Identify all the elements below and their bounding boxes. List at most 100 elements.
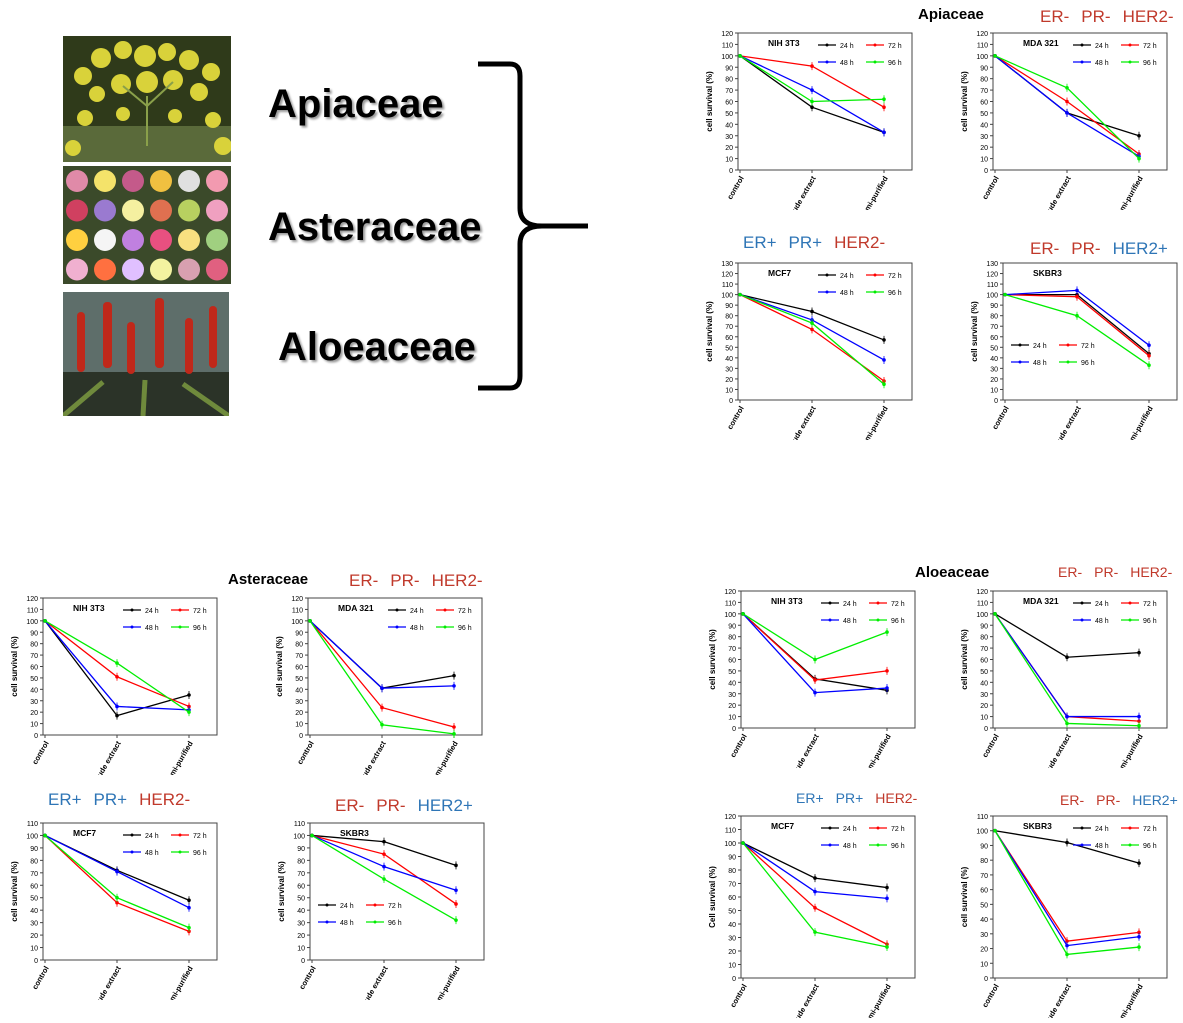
y-tick-label: 120 [976,589,988,596]
y-tick-label: 70 [30,871,38,878]
x-tick-label: semi-purified [428,739,460,775]
legend-marker [873,290,877,294]
y-tick-label: 40 [728,680,736,687]
y-tick-label: 20 [725,377,733,384]
series-line [994,830,1140,956]
legend-label: 48 h [340,920,354,927]
y-tick-label: 110 [27,607,38,614]
x-tick-label: crude extract [358,964,390,1000]
receptor-status-text: HER2- [1122,7,1174,26]
y-tick-label: 30 [980,932,988,939]
y-tick-label: 80 [295,642,303,649]
y-tick-label: 110 [977,600,988,607]
x-tick-label: semi-purified [861,982,893,1018]
asteraceae-photo [63,166,231,284]
chart-title: SKBR3 [1033,268,1062,278]
legend-marker [325,920,329,924]
y-tick-label: 10 [297,946,305,953]
y-tick-label: 100 [976,829,988,836]
chart-title: NIH 3T3 [771,596,803,606]
chart-aloeaceae-mcf7: 0 10 20 30 40 50 60 70 80 90 100 110 120 Cell surviva… [708,814,916,1018]
legend-marker [828,826,832,830]
y-tick-label: 10 [728,963,736,970]
legend-marker [130,833,134,837]
series-line [994,830,1140,947]
y-tick-label: 100 [293,833,305,840]
y-tick-label: 60 [30,883,38,890]
legend-marker [178,833,182,837]
legend-marker [825,290,829,294]
y-tick-label: 50 [725,345,733,352]
y-tick-label: 100 [721,293,733,300]
legend-label: 24 h [840,273,854,280]
receptor-status-text: HER2+ [1112,239,1168,258]
y-tick-label: 50 [728,669,736,676]
series-line [994,613,1140,658]
chart-title: MDA 321 [338,603,374,613]
y-tick-label: 20 [297,933,305,940]
receptor-status-text: ER- [1060,792,1085,808]
y-tick-label: 10 [30,722,38,729]
receptor-status-text: ER- [1058,564,1083,580]
legend-marker [873,60,877,64]
legend-label: 48 h [410,625,424,632]
y-tick-label: 90 [297,846,305,853]
legend-marker [876,843,880,847]
series-line [994,613,1139,718]
receptor-status-text: PR+ [93,790,128,809]
legend-label: 96 h [1143,618,1157,625]
chart-aloeaceae-skbr3: 0 10 20 30 40 50 60 70 80 90 100 110 cell survival (… [960,814,1168,1018]
y-tick-label: 90 [980,843,988,850]
y-tick-label: 110 [987,282,998,289]
family-label-asteraceae: Asteraceae [268,205,482,249]
y-tick-label: 60 [297,883,305,890]
legend-label: 24 h [410,608,424,615]
y-tick-label: 100 [976,612,988,619]
legend-label: 96 h [888,60,902,67]
y-tick-label: 110 [722,42,733,49]
x-tick-label: semi-purified [1113,982,1145,1018]
y-tick-label: 0 [732,976,736,983]
data-point [993,612,997,616]
chart-apiaceae-mda321: 0 10 20 30 40 50 60 70 80 90 100 110 120 cell surviva… [960,31,1168,210]
series-line [994,613,1140,727]
y-axis-label: cell survival (%) [705,71,714,132]
receptor-status-text: PR- [376,796,406,815]
series-line [994,830,1140,864]
y-tick-label: 80 [725,77,733,84]
plot-frame [309,822,485,961]
chart-title: MCF7 [768,268,791,278]
legend-label: 48 h [1095,60,1109,67]
y-tick-label: 70 [297,871,305,878]
chart-title: MDA 321 [1023,596,1059,606]
y-tick-label: 40 [295,687,303,694]
chart-title: MDA 321 [1023,38,1059,48]
legend-label: 96 h [193,625,207,632]
x-tick-label: semi-purified [1113,732,1145,768]
legend-marker [443,608,447,612]
legend-marker [395,608,399,612]
legend-marker [828,843,832,847]
x-tick-label: crude extract [786,404,818,440]
legend-marker [1128,60,1132,64]
x-tick-label: control [725,175,746,202]
y-tick-label: 120 [26,596,38,603]
family-label-aloeaceae: Aloeaceae [278,325,476,369]
legend-label: 72 h [1143,43,1157,50]
aloeaceae-photo [63,292,229,416]
apiaceae-flower-image [63,36,231,162]
y-tick-label: 50 [30,676,38,683]
x-tick-label: crude extract [1041,982,1073,1018]
y-tick-label: 80 [725,314,733,321]
y-tick-label: 0 [984,976,988,983]
data-point [310,833,314,838]
y-tick-label: 80 [990,314,998,321]
legend-marker [178,850,182,854]
plot-frame [992,815,1168,979]
legend-label: 72 h [888,273,902,280]
legend-label: 48 h [840,60,854,67]
receptor-status-text: HER2+ [1132,792,1178,808]
chart-asteraceae-skbr3: 0 10 20 30 40 50 60 70 80 90 100 110 cell survival (… [277,821,485,1000]
y-tick-label: 90 [728,623,736,630]
group-title-asteraceae: Asteraceae [228,571,309,588]
